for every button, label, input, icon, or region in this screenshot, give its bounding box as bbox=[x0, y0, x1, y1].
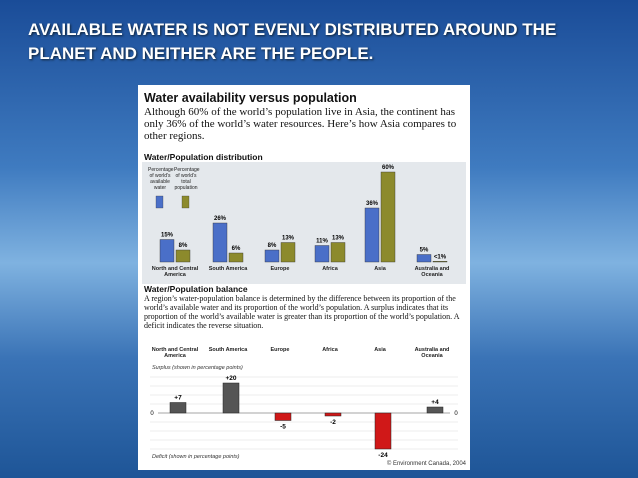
grid-decoration bbox=[150, 376, 458, 450]
x-tick-label: Africa bbox=[322, 347, 338, 353]
x-tick-label: Australia and Oceania bbox=[414, 266, 450, 278]
legend-swatch bbox=[181, 195, 190, 209]
x-tick-label: North and Central America bbox=[151, 347, 199, 359]
bar bbox=[175, 249, 191, 263]
x-tick-label: North and Central America bbox=[151, 266, 199, 278]
data-label: 8% bbox=[179, 243, 188, 249]
bar bbox=[426, 406, 444, 414]
intro-text: Although 60% of the world’s population l… bbox=[144, 106, 457, 142]
bar bbox=[212, 222, 228, 263]
chart-title: Water/Population balance bbox=[144, 284, 248, 294]
bar bbox=[416, 254, 432, 263]
bar bbox=[228, 252, 244, 263]
data-label: 36% bbox=[366, 201, 379, 207]
bar bbox=[159, 239, 175, 263]
data-label: +20 bbox=[225, 375, 236, 382]
data-label: 13% bbox=[282, 236, 295, 242]
legend-swatch bbox=[155, 195, 164, 209]
legend-label: Percentage of world’s available water bbox=[148, 167, 174, 191]
x-tick-label: Europe bbox=[270, 266, 290, 272]
y-tick-label: 0 bbox=[150, 411, 154, 417]
x-tick-label: South America bbox=[208, 266, 248, 272]
bar bbox=[330, 242, 346, 263]
bar bbox=[364, 207, 380, 263]
data-label: 11% bbox=[316, 239, 328, 245]
x-tick-label: Africa bbox=[322, 266, 338, 272]
x-tick-label: Asia bbox=[374, 266, 386, 272]
x-tick-label: Australia and Oceania bbox=[414, 347, 450, 359]
credit: © Environment Canada, 2004 bbox=[387, 460, 467, 467]
data-label: 6% bbox=[232, 246, 241, 252]
bar bbox=[432, 261, 448, 263]
legend-label: Percentage of world’s total population bbox=[174, 167, 200, 191]
chart-background bbox=[142, 162, 466, 284]
data-label: -5 bbox=[280, 424, 286, 431]
x-tick-label: Europe bbox=[270, 347, 290, 353]
data-label: -2 bbox=[330, 419, 336, 426]
data-label: <1% bbox=[434, 254, 447, 260]
axis-label: Surplus (shown in percentage points) bbox=[152, 365, 243, 371]
infographic-title: Water availability versus population bbox=[144, 91, 357, 105]
data-label: 8% bbox=[268, 243, 277, 249]
slide-title: AVAILABLE WATER IS NOT EVENLY DISTRIBUTE… bbox=[28, 20, 557, 63]
bar bbox=[169, 402, 187, 414]
bar bbox=[222, 382, 240, 414]
bar bbox=[374, 412, 392, 450]
bar bbox=[280, 242, 296, 263]
bar bbox=[380, 171, 396, 263]
data-label: +4 bbox=[431, 399, 439, 406]
chart-subtitle: A region’s water-population balance is d… bbox=[144, 294, 460, 330]
data-label: +7 bbox=[174, 395, 182, 402]
bar bbox=[314, 245, 330, 263]
data-label: 5% bbox=[420, 248, 429, 254]
x-tick-label: South America bbox=[208, 347, 248, 353]
data-label: 60% bbox=[382, 165, 395, 171]
axis-label: Deficit (shown in percentage points) bbox=[152, 454, 240, 460]
chart-title: Water/Population distribution bbox=[144, 152, 263, 162]
bar bbox=[324, 412, 342, 417]
bar bbox=[264, 249, 280, 263]
data-label: -24 bbox=[378, 452, 388, 459]
data-label: 13% bbox=[332, 236, 345, 242]
x-tick-label: Asia bbox=[374, 347, 386, 353]
bar bbox=[274, 412, 292, 421]
y-tick-label: 0 bbox=[454, 411, 458, 417]
data-label: 15% bbox=[161, 233, 174, 239]
data-label: 26% bbox=[214, 216, 227, 222]
